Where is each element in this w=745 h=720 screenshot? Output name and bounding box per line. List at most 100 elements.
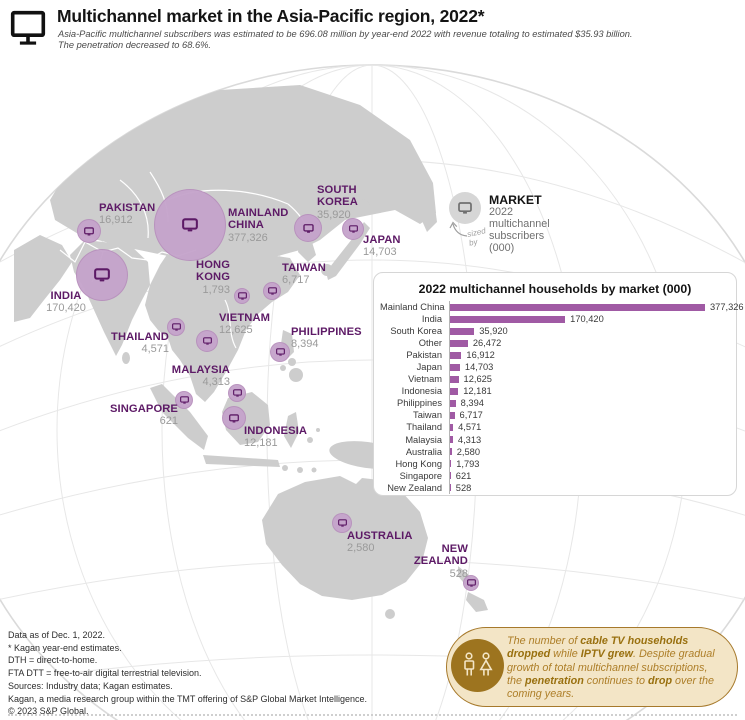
- bottom-dotted-divider: [8, 714, 737, 716]
- callout-plain-text: The number of: [507, 635, 581, 647]
- market-name: NEW ZEALAND: [413, 543, 468, 568]
- chart-bar-area: 4,571: [449, 421, 730, 434]
- chart-row: New Zealand 528: [380, 481, 730, 494]
- chart-bar: [450, 472, 451, 480]
- chart-bar-area: 12,181: [449, 385, 730, 398]
- legend-bubble: [449, 192, 481, 224]
- chart-title: 2022 multichannel households by market (…: [418, 282, 692, 296]
- chart-bar: [450, 303, 705, 311]
- chart-bar: [450, 363, 460, 371]
- market-name: THAILAND: [111, 331, 169, 343]
- bar-chart-panel: 2022 multichannel households by market (…: [373, 272, 744, 496]
- callout-plain-text: continues to: [583, 674, 649, 687]
- market-value: 12,625: [219, 324, 253, 337]
- tv-icon: [171, 323, 181, 331]
- tv-icon: [10, 10, 46, 45]
- market-label: PHILIPPINES 8,394: [291, 326, 362, 351]
- chart-category-label: India: [421, 314, 442, 325]
- chart-row: Philippines 8,394: [380, 397, 730, 410]
- chart-value-label: 2,580: [456, 446, 480, 457]
- chart-row: Pakistan 16,912: [380, 349, 730, 362]
- chart-row: Australia 2,580: [380, 445, 730, 458]
- chart-bar-area: 528: [449, 481, 730, 494]
- market-name: SINGAPORE: [109, 403, 178, 415]
- market-label: MALAYSIA 4,313: [172, 364, 230, 389]
- market-value: 170,420: [46, 302, 86, 315]
- market-value: 14,703: [363, 246, 397, 259]
- market-name: PAKISTAN: [99, 202, 156, 214]
- chart-bar-area: 35,920: [449, 325, 730, 338]
- sized-by-arrow: [449, 221, 468, 237]
- market-name: HONG KONG: [196, 259, 230, 284]
- chart-bar: [450, 399, 456, 407]
- footer-line: Data as of Dec. 1, 2022.: [8, 630, 106, 640]
- market-value: 621: [159, 415, 178, 428]
- chart-bar-area: 12,625: [449, 373, 730, 386]
- market-name: MAINLAND CHINA: [228, 207, 289, 232]
- market-bubble: [228, 384, 246, 402]
- chart-value-label: 377,326: [710, 302, 744, 313]
- tv-icon: [466, 579, 476, 587]
- people-icon: [451, 639, 504, 692]
- tv-icon: [182, 218, 198, 232]
- market-name: AUSTRALIA: [347, 530, 413, 542]
- chart-value-label: 26,472: [472, 338, 502, 349]
- market-label: INDONESIA 12,181: [244, 425, 307, 450]
- chart-value-label: 8,394: [460, 398, 484, 409]
- footer-line: FTA DTT = free-to-air digital terrestria…: [8, 668, 202, 679]
- chart-category-label: Pakistan: [406, 350, 442, 361]
- market-bubble: [76, 249, 128, 301]
- market-label: PAKISTAN 16,912: [99, 202, 155, 227]
- callout-bold-text: cable TV households dropped: [507, 635, 689, 661]
- market-label: MAINLAND CHINA 377,326: [228, 207, 288, 244]
- chart-category-label: Indonesia: [401, 386, 442, 397]
- chart-category-label: Hong Kong: [395, 458, 442, 469]
- market-label: JAPAN 14,703: [363, 234, 401, 259]
- market-name: PHILIPPINES: [291, 326, 362, 338]
- tv-icon: [94, 268, 110, 282]
- market-name: TAIWAN: [282, 262, 326, 274]
- chart-bar-area: 1,793: [449, 457, 730, 470]
- footer-line: © 2023 S&P Global.: [8, 706, 89, 717]
- chart-value-label: 1,793: [456, 458, 480, 469]
- chart-value-label: 621: [455, 470, 472, 481]
- header: Multichannel market in the Asia-Pacific …: [0, 0, 745, 56]
- market-label: INDIA 170,420: [46, 290, 86, 315]
- market-bubble: [175, 391, 193, 409]
- chart-bar-area: 4,313: [449, 433, 730, 446]
- market-name: VIETNAM: [219, 312, 271, 324]
- tv-icon: [229, 413, 239, 422]
- chart-bar-area: 14,703: [449, 361, 730, 374]
- insight-callout: The number of cable TV households droppe…: [446, 627, 738, 707]
- market-value: 377,326: [228, 231, 268, 244]
- market-value: 528: [449, 567, 468, 580]
- market-label: TAIWAN 6,717: [282, 262, 326, 287]
- chart-category-label: Taiwan: [413, 410, 442, 421]
- callout-bold-text: penetration: [525, 674, 584, 687]
- chart-bar: [450, 315, 566, 323]
- tv-icon: [84, 226, 94, 235]
- footer-line: Kagan, a media research group within the…: [8, 693, 368, 704]
- tv-icon: [458, 202, 472, 214]
- chart-rows: Mainland China 377,326 India 170,420 South K…: [380, 301, 744, 494]
- chart-category-label: Mainland China: [380, 302, 445, 313]
- chart-bar: [450, 375, 459, 383]
- market-bubble: [234, 288, 250, 304]
- chart-bar: [450, 327, 475, 335]
- chart-category-label: Japan: [416, 362, 442, 373]
- chart-category-label: Other: [418, 338, 442, 349]
- sized-by-label: sized by: [466, 226, 487, 248]
- chart-category-label: South Korea: [390, 326, 442, 337]
- chart-value-label: 4,571: [458, 422, 482, 433]
- market-bubble: [342, 218, 364, 240]
- market-label: HONG KONG 1,793: [196, 259, 230, 296]
- chart-row: Indonesia 12,181: [380, 385, 730, 398]
- chart-bar: [450, 411, 455, 419]
- market-bubble: [222, 406, 246, 430]
- market-bubble: [263, 282, 281, 300]
- market-value: 8,394: [291, 338, 319, 351]
- chart-category-label: Thailand: [406, 422, 442, 433]
- chart-category-label: New Zealand: [387, 482, 442, 493]
- page-subtitle: Asia-Pacific multichannel subscribers wa…: [58, 29, 633, 50]
- market-label: SINGAPORE 621: [110, 403, 178, 428]
